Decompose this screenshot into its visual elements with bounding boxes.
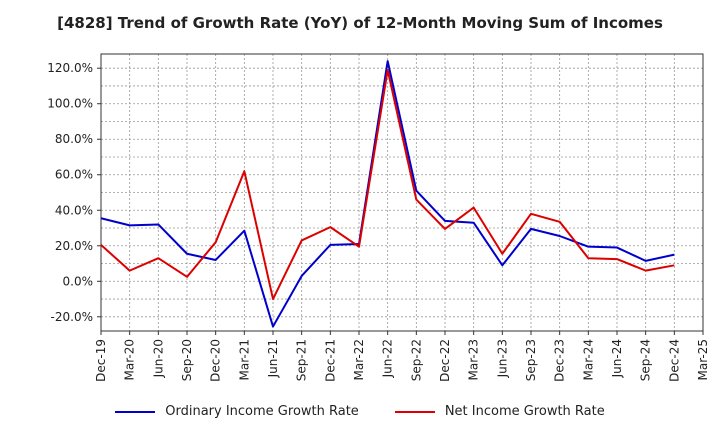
y-tick-label-3: 40.0% bbox=[55, 203, 93, 217]
x-tick-label-17: Mar-24 bbox=[581, 339, 595, 380]
x-tick-label-12: Dec-22 bbox=[438, 339, 452, 382]
x-tick-label-15: Sep-23 bbox=[524, 339, 538, 381]
y-tick-label-7: 120.0% bbox=[47, 61, 93, 75]
y-tick-label-0: -20.0% bbox=[51, 310, 93, 324]
series-line-1 bbox=[100, 68, 675, 301]
y-tick-label-6: 100.0% bbox=[47, 97, 93, 111]
x-tick-label-10: Jun-22 bbox=[381, 339, 395, 378]
legend-item-ordinary: Ordinary Income Growth Rate bbox=[115, 404, 359, 419]
series-line-0 bbox=[100, 60, 675, 328]
x-tick-label-0: Dec-19 bbox=[94, 339, 108, 382]
y-tick-label-2: 20.0% bbox=[55, 239, 93, 253]
legend-item-net: Net Income Growth Rate bbox=[394, 404, 605, 419]
plot-frame bbox=[100, 53, 704, 332]
legend-label-ordinary: Ordinary Income Growth Rate bbox=[165, 404, 359, 419]
x-tick-label-14: Jun-23 bbox=[495, 339, 509, 378]
x-tick-label-19: Sep-24 bbox=[639, 339, 653, 381]
y-tick-label-4: 60.0% bbox=[55, 168, 93, 182]
y-tick-label-5: 80.0% bbox=[55, 132, 93, 146]
legend-swatch-ordinary bbox=[115, 410, 156, 413]
legend: Ordinary Income Growth Rate Net Income G… bbox=[0, 404, 720, 419]
x-tick-label-2: Jun-20 bbox=[151, 339, 165, 378]
x-tick-label-4: Dec-20 bbox=[209, 339, 223, 382]
x-tick-label-3: Sep-20 bbox=[180, 339, 194, 381]
chart-title: [4828] Trend of Growth Rate (YoY) of 12-… bbox=[57, 14, 663, 32]
x-tick-label-13: Mar-23 bbox=[467, 339, 481, 380]
x-tick-label-11: Sep-22 bbox=[409, 339, 423, 381]
x-tick-label-7: Sep-21 bbox=[295, 339, 309, 381]
x-tick-label-1: Mar-20 bbox=[123, 339, 137, 380]
legend-swatch-net bbox=[394, 410, 435, 413]
legend-label-net: Net Income Growth Rate bbox=[444, 404, 605, 419]
x-tick-label-18: Jun-24 bbox=[610, 339, 624, 378]
x-tick-label-9: Mar-22 bbox=[352, 339, 366, 380]
x-tick-label-8: Dec-21 bbox=[323, 339, 337, 382]
x-tick-label-5: Mar-21 bbox=[237, 339, 251, 380]
x-tick-label-16: Dec-23 bbox=[553, 339, 567, 382]
x-tick-label-20: Dec-24 bbox=[667, 339, 681, 382]
x-tick-label-21: Mar-25 bbox=[696, 339, 710, 380]
y-tick-label-1: 0.0% bbox=[63, 274, 94, 288]
x-tick-label-6: Jun-21 bbox=[266, 339, 280, 378]
